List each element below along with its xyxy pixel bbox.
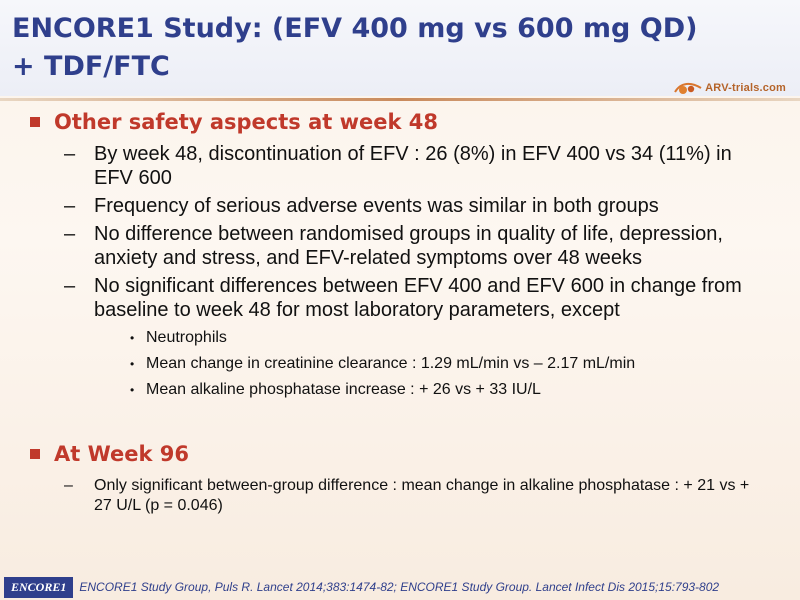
- slide-content: Other safety aspects at week 48 – By wee…: [28, 108, 788, 516]
- section-heading: Other safety aspects at week 48: [28, 108, 788, 136]
- section-heading: At Week 96: [28, 440, 788, 468]
- list-item: – Frequency of serious adverse events wa…: [64, 195, 659, 217]
- sub-list-item: • Mean alkaline phosphatase increase : +…: [130, 381, 541, 398]
- arv-trials-logo: ARV-trials.com: [673, 80, 786, 96]
- list-item: – Only significant between-group differe…: [64, 477, 750, 514]
- dot-bullet-icon: •: [130, 357, 135, 371]
- square-bullet-icon: [30, 117, 40, 127]
- logo-text: ARV-trials.com: [705, 82, 786, 94]
- dash-bullet-icon: –: [64, 195, 76, 217]
- list-item: – No significant differences between EFV…: [64, 275, 742, 321]
- title-line-1: ENCORE1 Study: (EFV 400 mg vs 600 mg QD): [12, 13, 698, 44]
- dash-bullet-icon: –: [64, 143, 76, 165]
- logo-mark-icon: [673, 80, 703, 96]
- list-item: – No difference between randomised group…: [64, 223, 723, 269]
- dash-bullet-icon: –: [64, 223, 76, 245]
- dot-bullet-icon: •: [130, 331, 135, 345]
- dash-bullet-icon: –: [64, 275, 76, 297]
- sub-list-item: • Mean change in creatinine clearance : …: [130, 355, 636, 372]
- title-band: [0, 0, 800, 96]
- title-line-2: + TDF/FTC: [12, 51, 170, 82]
- footer: ENCORE1 ENCORE1 Study Group, Puls R. Lan…: [0, 574, 800, 600]
- list-item: – By week 48, discontinuation of EFV : 2…: [64, 143, 732, 189]
- square-bullet-icon: [30, 449, 40, 459]
- reference-citation: ENCORE1 Study Group, Puls R. Lancet 2014…: [79, 580, 720, 594]
- dot-bullet-icon: •: [130, 383, 135, 397]
- sub-list-item: • Neutrophils: [130, 329, 227, 346]
- dash-bullet-icon: –: [64, 477, 73, 494]
- page-title: ENCORE1 Study: (EFV 400 mg vs 600 mg QD)…: [12, 10, 697, 86]
- study-tag: ENCORE1: [4, 576, 74, 598]
- title-divider: [0, 98, 800, 101]
